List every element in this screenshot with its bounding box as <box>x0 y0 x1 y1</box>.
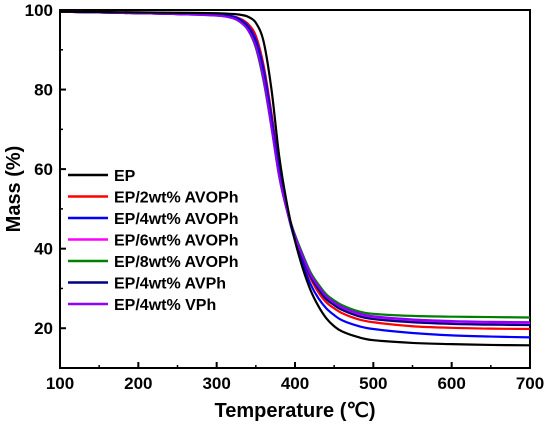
x-tick-label: 700 <box>516 374 544 393</box>
y-axis-title: Mass (%) <box>3 146 25 233</box>
legend-label: EP <box>114 168 136 185</box>
x-tick-label: 400 <box>281 374 309 393</box>
x-tick-label: 600 <box>437 374 465 393</box>
legend: EP EP/2wt% AVOPh EP/4wt% AVOPh EP/6wt% AVOP… <box>68 168 238 314</box>
legend-label: EP/6wt% AVOPh <box>114 233 238 250</box>
y-tick-label: 40 <box>34 240 53 259</box>
x-tick-label: 100 <box>46 374 74 393</box>
legend-label: EP/4wt% AVOPh <box>114 211 238 228</box>
x-axis: 100 200 300 400 500 600 700 <box>46 362 544 393</box>
x-axis-title: Temperature (℃) <box>214 400 375 422</box>
legend-label: EP/2wt% AVOPh <box>114 190 238 207</box>
legend-label: EP/4wt% VPh <box>114 297 216 314</box>
y-tick-label: 80 <box>34 81 53 100</box>
y-tick-label: 20 <box>34 319 53 338</box>
y-axis: 20 40 60 80 100 <box>25 1 66 369</box>
legend-label: EP/4wt% AVPh <box>114 276 226 293</box>
legend-label: EP/8wt% AVOPh <box>114 254 238 271</box>
series-lines <box>59 10 531 347</box>
x-tick-label: 300 <box>202 374 230 393</box>
series-line-1 <box>59 10 531 347</box>
y-tick-label: 60 <box>34 160 53 179</box>
series-line-5 <box>59 10 531 319</box>
x-tick-label: 500 <box>359 374 387 393</box>
y-tick-label: 100 <box>25 1 53 20</box>
x-tick-label: 200 <box>124 374 152 393</box>
